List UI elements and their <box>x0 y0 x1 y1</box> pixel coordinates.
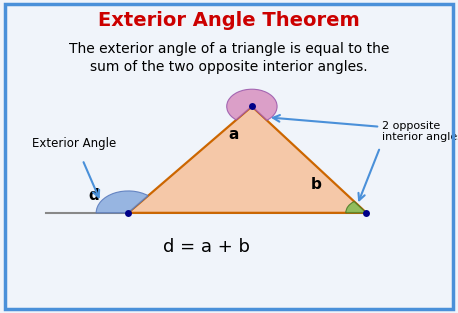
Text: Exterior Angle: Exterior Angle <box>32 137 116 151</box>
Text: The exterior angle of a triangle is equal to the: The exterior angle of a triangle is equa… <box>69 42 389 55</box>
Wedge shape <box>346 202 366 213</box>
Text: sum of the two opposite interior angles.: sum of the two opposite interior angles. <box>90 60 368 74</box>
Text: b: b <box>311 177 322 192</box>
Text: a: a <box>229 127 239 142</box>
Text: d: d <box>88 188 99 203</box>
Text: Exterior Angle Theorem: Exterior Angle Theorem <box>98 11 360 30</box>
Text: d = a + b: d = a + b <box>163 238 250 256</box>
Wedge shape <box>96 191 148 213</box>
Wedge shape <box>227 89 277 120</box>
Polygon shape <box>128 106 366 213</box>
Text: 2 opposite
interior angles: 2 opposite interior angles <box>382 121 458 142</box>
